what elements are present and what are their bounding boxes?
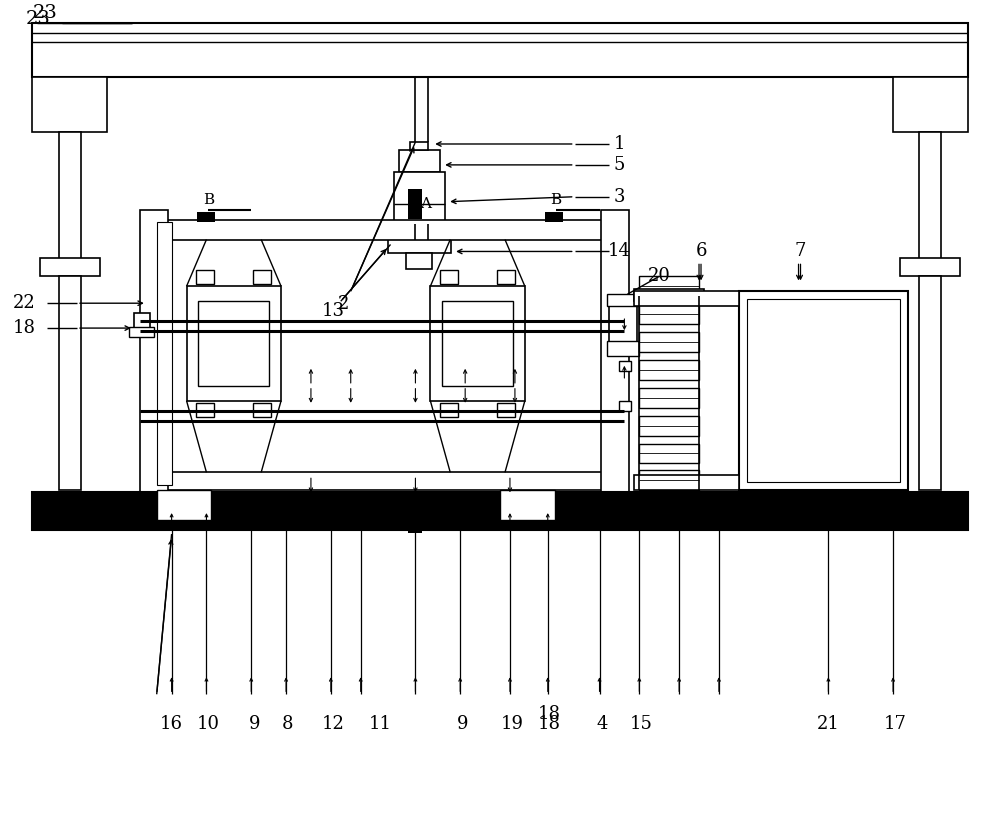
- Text: A: A: [420, 197, 431, 211]
- Text: 1: 1: [614, 135, 625, 153]
- Bar: [601, 210, 629, 498]
- Bar: [747, 300, 900, 482]
- Text: B: B: [550, 193, 561, 207]
- Bar: [410, 142, 428, 150]
- Bar: [497, 403, 515, 417]
- Text: 11: 11: [369, 715, 392, 733]
- Bar: [639, 305, 699, 324]
- Bar: [187, 286, 281, 401]
- Bar: [40, 258, 100, 276]
- Text: 18: 18: [12, 319, 35, 337]
- Text: 18: 18: [537, 706, 560, 723]
- Bar: [253, 271, 271, 285]
- Bar: [59, 276, 81, 491]
- Text: 14: 14: [608, 242, 631, 261]
- Bar: [399, 150, 440, 172]
- Bar: [198, 301, 269, 386]
- Bar: [639, 388, 699, 408]
- Bar: [893, 77, 968, 132]
- Bar: [639, 360, 699, 380]
- Bar: [639, 332, 699, 352]
- Bar: [619, 361, 631, 371]
- Bar: [157, 222, 172, 486]
- Bar: [152, 220, 609, 240]
- Bar: [919, 276, 941, 491]
- Bar: [32, 22, 968, 77]
- Bar: [545, 212, 563, 222]
- Bar: [196, 271, 214, 285]
- Text: 5: 5: [614, 156, 625, 174]
- Text: 4: 4: [597, 715, 608, 733]
- Bar: [442, 301, 513, 386]
- Text: 20: 20: [648, 267, 671, 286]
- Bar: [197, 212, 215, 222]
- Text: 21: 21: [817, 715, 840, 733]
- Text: 12: 12: [321, 715, 344, 733]
- Bar: [253, 403, 271, 417]
- Bar: [32, 492, 968, 530]
- Bar: [500, 491, 555, 520]
- Bar: [157, 491, 211, 520]
- Bar: [408, 188, 422, 218]
- Bar: [440, 271, 458, 285]
- Bar: [639, 443, 699, 463]
- Bar: [140, 210, 168, 498]
- Bar: [406, 253, 432, 270]
- Text: 3: 3: [614, 188, 625, 206]
- Bar: [408, 503, 422, 533]
- Text: 17: 17: [884, 715, 906, 733]
- Bar: [739, 291, 908, 491]
- Text: 9: 9: [456, 715, 468, 733]
- Text: 15: 15: [630, 715, 653, 733]
- Bar: [394, 172, 445, 223]
- Bar: [634, 291, 739, 306]
- Text: 16: 16: [160, 715, 183, 733]
- Text: A: A: [420, 511, 431, 525]
- Bar: [497, 271, 515, 285]
- Text: 7: 7: [795, 242, 806, 261]
- Bar: [388, 237, 451, 253]
- Bar: [634, 290, 704, 301]
- Text: 10: 10: [197, 715, 220, 733]
- Text: B: B: [203, 193, 214, 207]
- Text: 23: 23: [33, 3, 58, 22]
- Bar: [900, 258, 960, 276]
- Bar: [619, 401, 631, 411]
- Text: 22: 22: [13, 294, 35, 312]
- Bar: [639, 471, 699, 491]
- Bar: [607, 295, 639, 306]
- Bar: [196, 403, 214, 417]
- Bar: [129, 327, 154, 337]
- Bar: [634, 476, 739, 491]
- Text: 9: 9: [248, 715, 260, 733]
- Bar: [152, 472, 609, 491]
- Text: 2: 2: [338, 295, 349, 313]
- Bar: [609, 306, 637, 351]
- Text: 13: 13: [321, 302, 344, 320]
- Bar: [430, 286, 525, 401]
- Bar: [607, 341, 639, 356]
- Bar: [639, 276, 699, 296]
- Text: 23: 23: [25, 10, 50, 27]
- Bar: [59, 132, 81, 261]
- Bar: [440, 403, 458, 417]
- Text: 19: 19: [500, 715, 523, 733]
- Bar: [32, 77, 107, 132]
- Text: 6: 6: [695, 242, 707, 261]
- Bar: [919, 132, 941, 261]
- Text: 18: 18: [537, 715, 560, 733]
- Bar: [639, 416, 699, 436]
- Text: 8: 8: [281, 715, 293, 733]
- Bar: [134, 313, 150, 331]
